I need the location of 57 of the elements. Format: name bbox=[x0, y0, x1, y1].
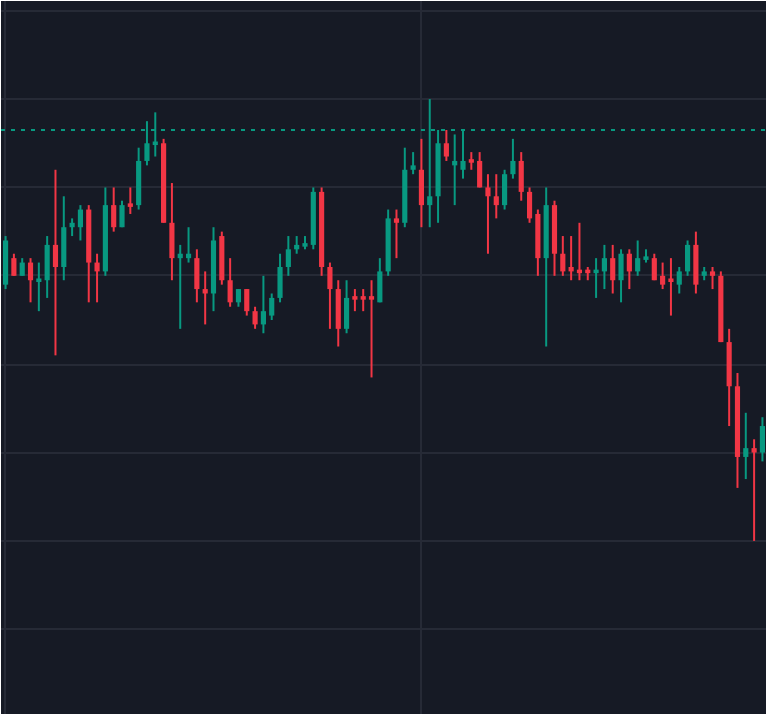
candlestick bbox=[194, 248, 200, 304]
candlestick bbox=[11, 252, 17, 277]
candlestick bbox=[660, 261, 666, 291]
candlestick bbox=[368, 279, 375, 379]
candlestick bbox=[693, 230, 699, 295]
candlestick bbox=[94, 252, 100, 304]
candlestick bbox=[684, 239, 691, 277]
candlestick bbox=[252, 305, 258, 330]
candlestick bbox=[244, 288, 250, 317]
candlestick bbox=[485, 173, 491, 255]
candlestick bbox=[352, 288, 358, 313]
candlestick bbox=[477, 151, 483, 189]
candlestick bbox=[610, 243, 616, 295]
candlestick bbox=[111, 186, 117, 233]
candlestick bbox=[260, 274, 266, 335]
candlestick bbox=[119, 199, 125, 229]
candlestick bbox=[61, 195, 67, 282]
candlestick bbox=[618, 248, 624, 304]
candlestick bbox=[136, 146, 142, 211]
candlestick bbox=[743, 411, 749, 481]
candlestick bbox=[709, 265, 716, 291]
candlestick bbox=[443, 129, 449, 162]
candlestick bbox=[626, 248, 632, 291]
candlestick bbox=[676, 265, 682, 295]
candlestick bbox=[52, 168, 59, 357]
candlestick bbox=[518, 151, 524, 202]
candlestick bbox=[36, 261, 42, 313]
candlestick bbox=[393, 208, 400, 260]
candlestick bbox=[27, 257, 34, 304]
candlestick bbox=[635, 239, 641, 277]
candlestick bbox=[651, 252, 657, 282]
candlestick bbox=[502, 168, 508, 211]
candlestick bbox=[668, 257, 674, 317]
candlestick bbox=[410, 151, 416, 176]
candlestick bbox=[3, 235, 9, 291]
candlestick bbox=[44, 235, 50, 299]
candlestick bbox=[277, 252, 283, 304]
candlestick bbox=[344, 279, 350, 335]
candlestick bbox=[377, 257, 383, 304]
candlestick bbox=[227, 257, 233, 308]
candlestick bbox=[219, 230, 225, 286]
candlestick bbox=[726, 327, 732, 428]
candlestick bbox=[77, 204, 84, 242]
candlestick bbox=[335, 279, 341, 348]
candlestick bbox=[327, 261, 333, 330]
candlestick bbox=[493, 173, 499, 220]
candlestick bbox=[285, 235, 291, 277]
candlestick bbox=[269, 292, 275, 321]
candlestick bbox=[418, 137, 424, 229]
candlestick bbox=[759, 416, 765, 463]
candlestick bbox=[601, 243, 607, 291]
candlestick bbox=[560, 235, 566, 277]
candlestick bbox=[360, 288, 366, 313]
candlestick bbox=[751, 438, 757, 542]
candlestick bbox=[169, 182, 175, 282]
candlestick bbox=[510, 137, 516, 180]
candlestick bbox=[127, 186, 133, 215]
